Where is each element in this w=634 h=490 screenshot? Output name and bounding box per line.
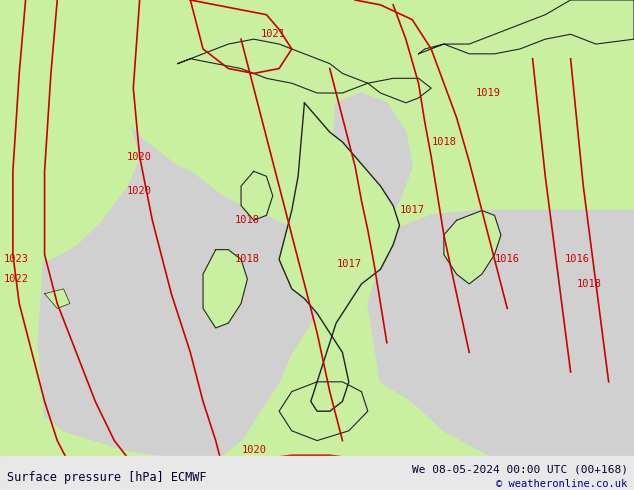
Polygon shape [444,211,501,284]
Text: 1018: 1018 [235,215,260,225]
Text: Surface pressure [hPa] ECMWF: Surface pressure [hPa] ECMWF [6,471,206,484]
Polygon shape [279,382,368,441]
Text: 1023: 1023 [4,254,29,265]
Polygon shape [44,289,70,308]
Polygon shape [368,211,634,490]
Text: 1018: 1018 [235,254,260,265]
Text: 1018: 1018 [577,279,602,289]
Polygon shape [178,39,431,103]
Text: © weatheronline.co.uk: © weatheronline.co.uk [496,479,628,489]
Polygon shape [330,93,412,250]
Text: 1016: 1016 [495,254,520,265]
Text: 1020: 1020 [241,445,266,455]
Text: 1020: 1020 [127,151,152,162]
Polygon shape [418,0,634,54]
Bar [0,456,634,490]
Text: 1021: 1021 [260,29,285,39]
Text: 1020: 1020 [127,186,152,196]
Polygon shape [203,250,247,328]
Polygon shape [279,103,399,411]
Text: 1018: 1018 [431,137,456,147]
Polygon shape [38,108,342,460]
Text: 1016: 1016 [564,254,590,265]
Text: 1017: 1017 [336,259,361,270]
Polygon shape [0,0,139,259]
Text: We 08-05-2024 00:00 UTC (00+168): We 08-05-2024 00:00 UTC (00+168) [411,465,628,475]
Text: 1022: 1022 [4,274,29,284]
Polygon shape [241,172,273,220]
Text: 1019: 1019 [476,88,501,98]
Text: 1017: 1017 [399,205,425,216]
